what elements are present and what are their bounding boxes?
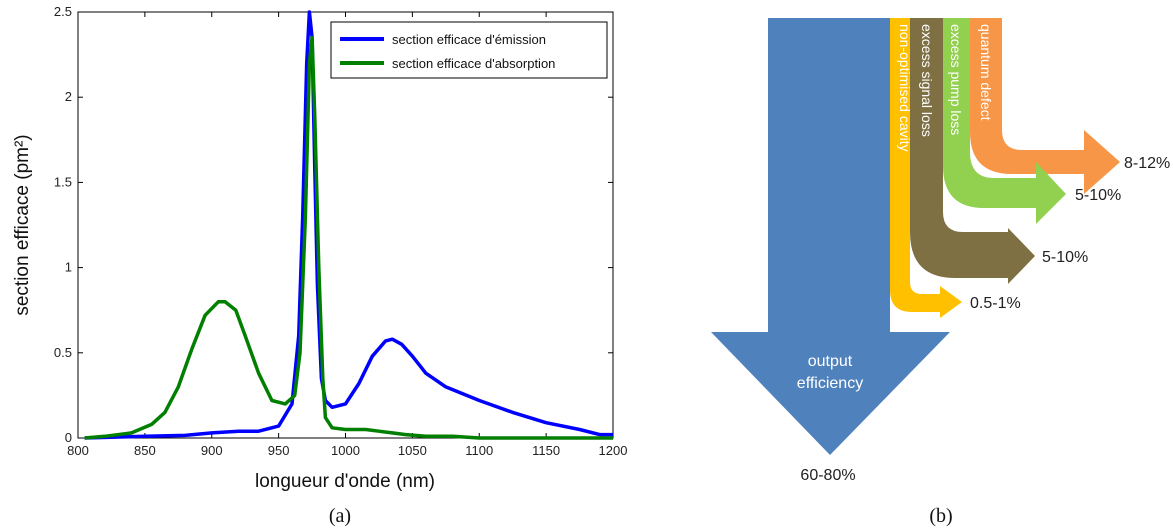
y-axis-ticks: 0 0.5 1 1.5 2 2.5 [54, 4, 613, 445]
x-tick-label: 1150 [532, 443, 560, 458]
label-output-efficiency-line1: output [808, 353, 853, 370]
x-tick-label: 1200 [599, 443, 628, 458]
legend-label-emission: section efficace d'émission [392, 32, 546, 47]
legend-box [330, 21, 608, 79]
x-tick-label: 1100 [465, 443, 493, 458]
x-tick-label: 1000 [331, 443, 360, 458]
x-tick-label: 950 [268, 443, 290, 458]
legend: section efficace d'émission section effi… [330, 21, 608, 79]
sankey-flow-excess-signal-loss [910, 18, 1035, 284]
value-excess-pump-loss: 5-10% [1075, 187, 1121, 204]
sankey-flow-quantum-defect [970, 18, 1120, 194]
label-output-efficiency-line2: efficiency [797, 375, 863, 392]
panel-label-b: (b) [929, 505, 952, 527]
legend-label-absorption: section efficace d'absorption [392, 56, 555, 71]
value-quantum-defect: 8-12% [1124, 155, 1170, 172]
y-tick-label: 1 [65, 260, 72, 275]
label-excess-pump-loss: excess pump loss [948, 24, 964, 135]
series-line-absorption [84, 35, 613, 440]
y-tick-label: 0.5 [54, 345, 72, 360]
x-tick-label: 850 [134, 443, 156, 458]
loss-sankey-diagram: non-optimised cavity excess signal loss … [711, 18, 1170, 484]
x-axis-label: longueur d'onde (nm) [255, 471, 435, 492]
y-tick-label: 0 [65, 430, 72, 445]
y-axis-label: section efficace (pm²) [12, 134, 33, 315]
x-tick-label: 1050 [398, 443, 427, 458]
cross-section-chart: 0 0.5 1 1.5 2 2.5 800 850 900 950 1000 1050 1100 115… [12, 4, 627, 492]
sankey-main-arrow [711, 18, 950, 455]
x-axis-ticks: 800 850 900 950 1000 1050 1100 1150 1200 [67, 12, 627, 458]
label-excess-signal-loss: excess signal loss [919, 24, 935, 137]
series-layer [84, 10, 613, 440]
value-non-optimised-cavity: 0.5-1% [970, 295, 1021, 312]
y-tick-label: 2.5 [54, 4, 72, 19]
x-tick-label: 800 [67, 443, 89, 458]
y-tick-label: 2 [65, 89, 72, 104]
value-output-efficiency: 60-80% [800, 467, 855, 484]
y-tick-label: 1.5 [54, 174, 72, 189]
value-excess-signal-loss: 5-10% [1042, 249, 1088, 266]
x-tick-label: 900 [201, 443, 223, 458]
sankey-flow-excess-pump-loss [943, 18, 1066, 224]
sankey-flow-non-optimised-cavity [890, 18, 962, 318]
label-non-optimised-cavity: non-optimised cavity [897, 24, 913, 152]
label-quantum-defect: quantum defect [978, 24, 994, 121]
panel-label-a: (a) [329, 505, 351, 527]
plot-frame [77, 11, 614, 439]
